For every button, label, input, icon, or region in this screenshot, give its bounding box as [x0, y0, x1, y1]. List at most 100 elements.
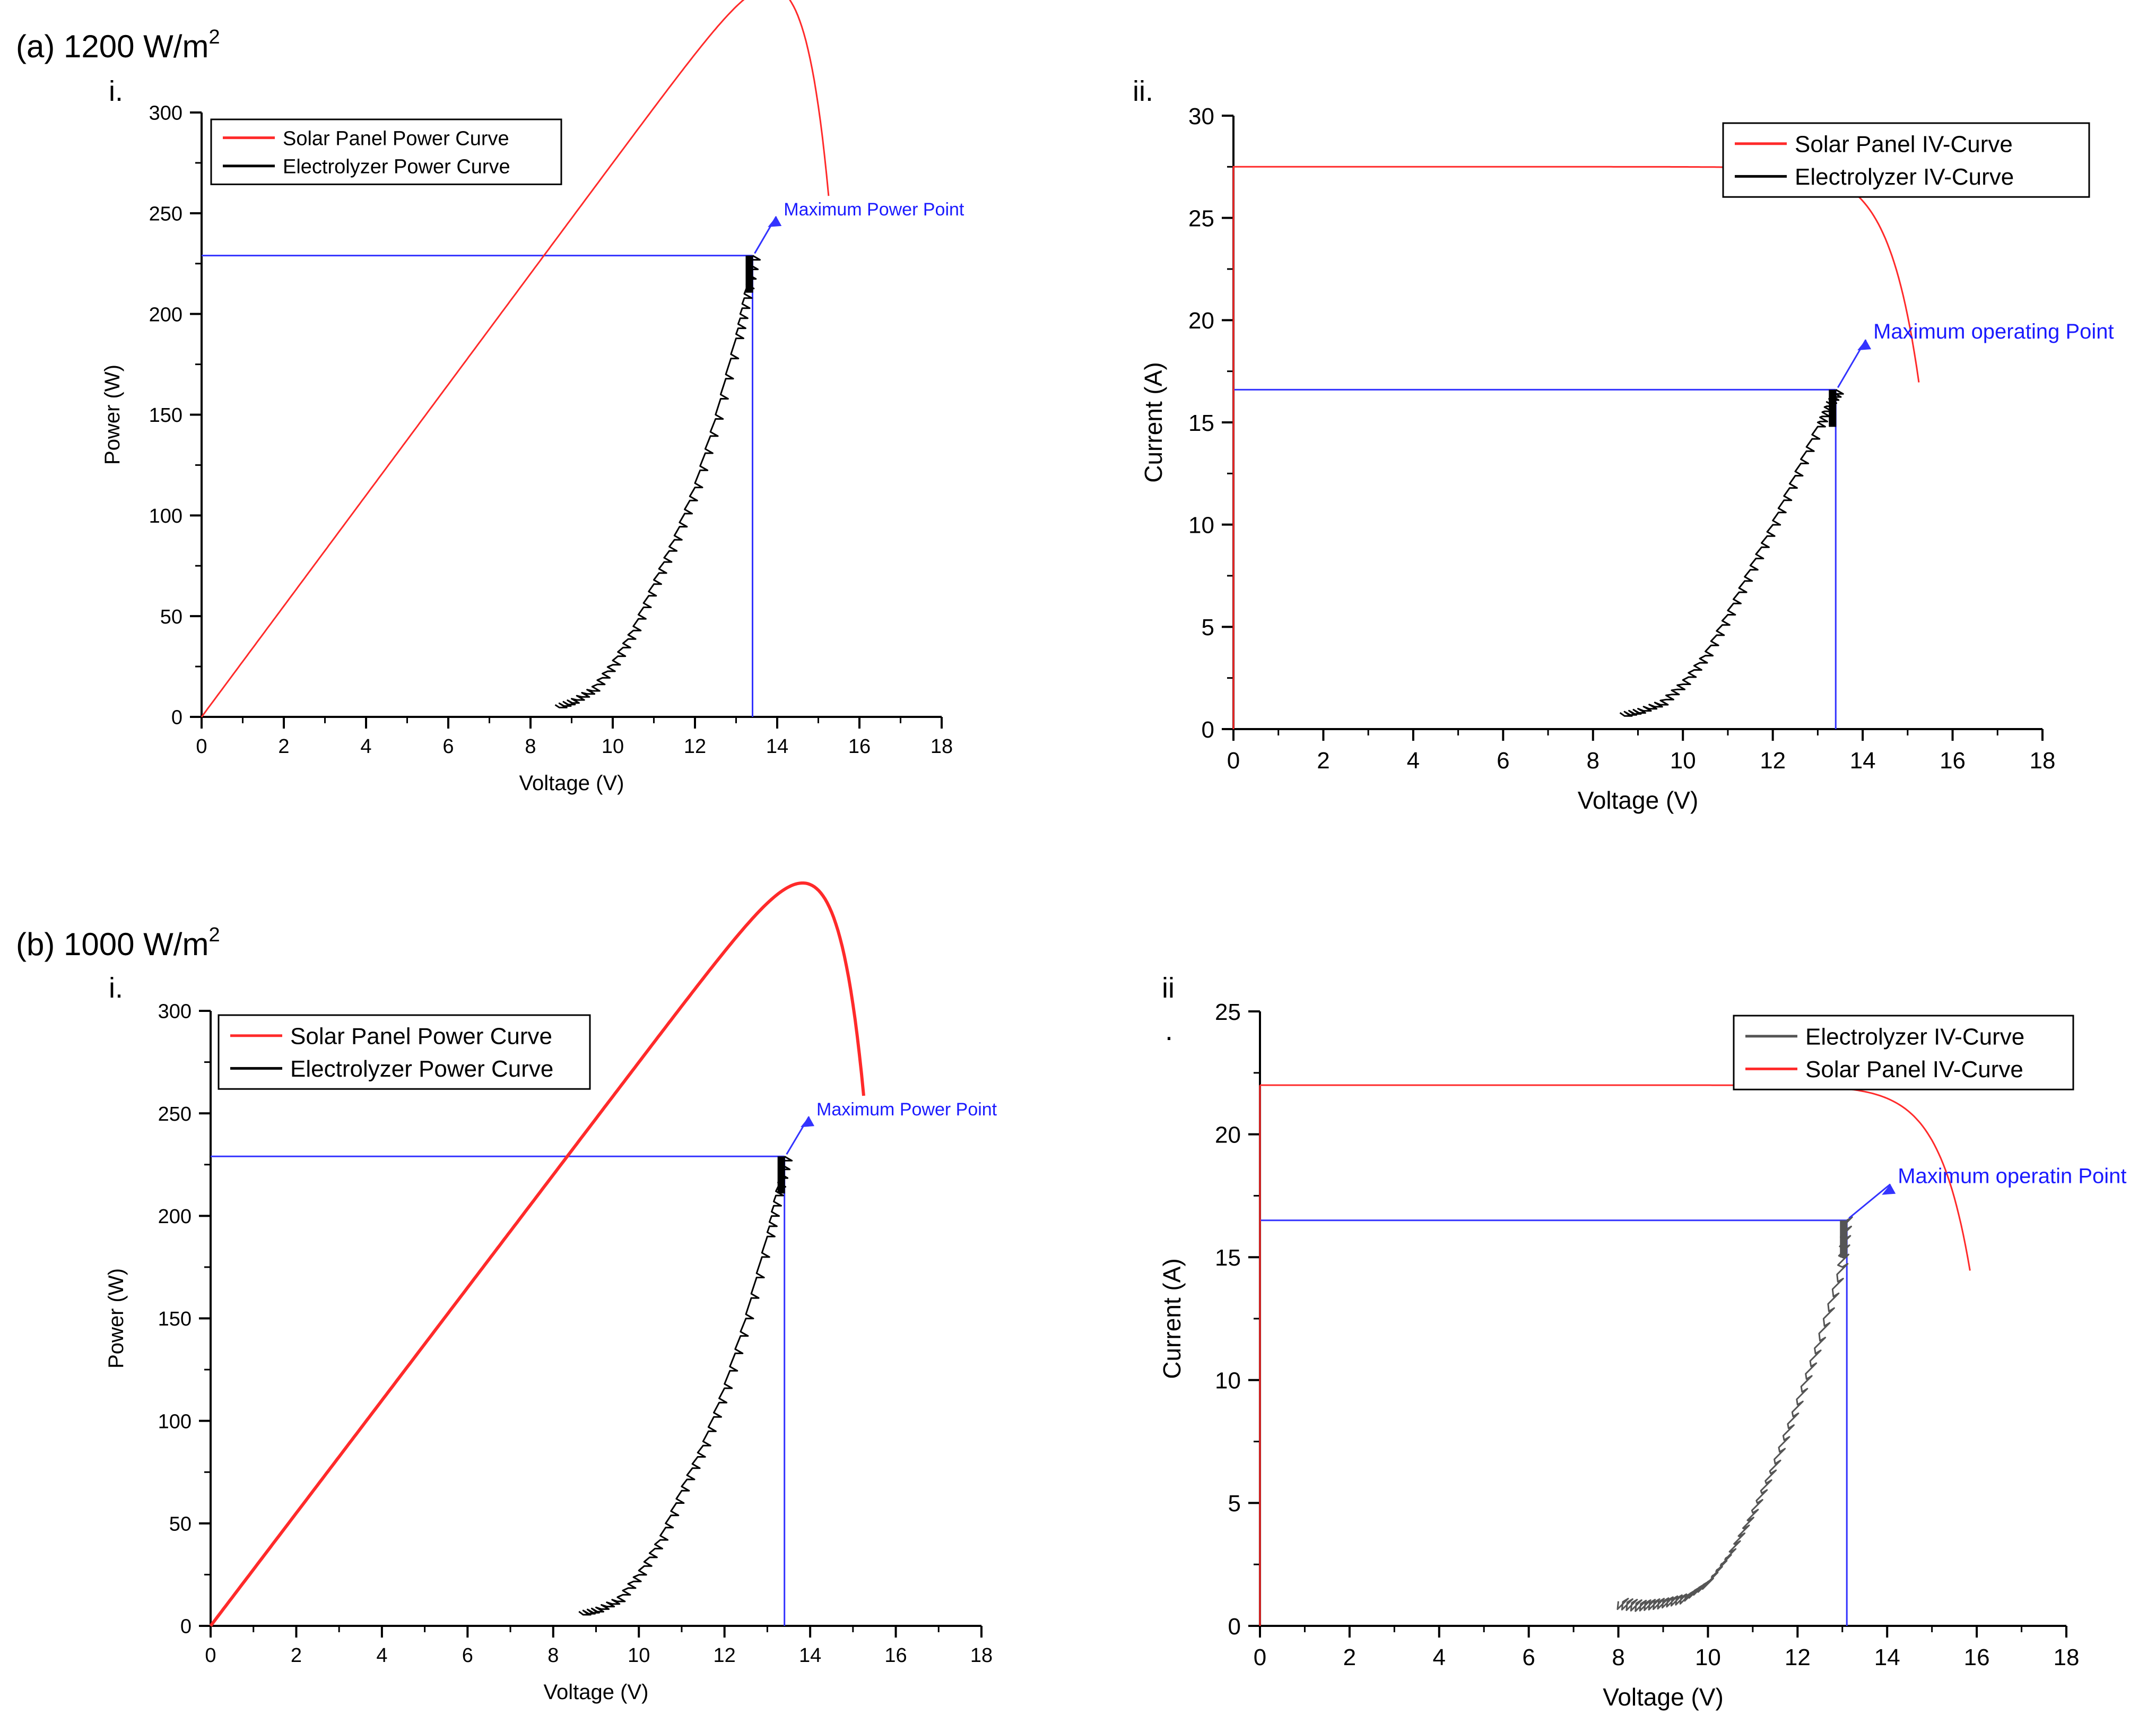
charts: i.0 2 4 6 8 10 12 14 16 18050100150200250300Volta…: [101, 0, 2127, 1711]
chart-b-ii: ii. 0 2 4 6 8 10 12 14 16 18 0 5 10 15 20 25 Voltage (V) C…: [1158, 972, 2127, 1711]
x-tick-label: 10: [1670, 748, 1696, 774]
y-tick-label: 100: [149, 505, 182, 527]
x-tick-label: 12: [1760, 748, 1786, 774]
legend-box: [1722, 122, 2090, 198]
series-solar-line: [1232, 166, 1920, 729]
y-tick-label: 200: [158, 1206, 192, 1228]
x-tick-label: 18: [970, 1644, 993, 1667]
x-tick-label: 10: [602, 735, 624, 758]
y-tick-label: 200: [149, 304, 182, 326]
x-axis-label: Voltage (V): [1603, 1683, 1724, 1711]
legend-label: Solar Panel Power Curve: [290, 1024, 552, 1050]
legend-label: Solar Panel Power Curve: [283, 127, 509, 150]
x-tick-label: 6: [462, 1644, 473, 1667]
x-tick-label: 8: [1587, 748, 1599, 774]
y-tick-label: 150: [149, 404, 182, 427]
y-tick-label: 150: [158, 1308, 192, 1330]
annotation-arrow-head: [801, 1116, 815, 1128]
annotation-arrow-head: [1882, 1184, 1896, 1195]
series-electrolyzer-line: [554, 255, 761, 708]
x-tick-label: 16: [884, 1644, 907, 1667]
y-tick-label: 250: [158, 1103, 192, 1125]
y-tick-label: 20: [1188, 308, 1214, 334]
annotation-arrow-head: [1857, 340, 1872, 351]
x-tick-label: 2: [291, 1644, 302, 1667]
legend-label: Electrolyzer Power Curve: [283, 155, 510, 178]
annotation-arrow-line: [1848, 1183, 1891, 1219]
x-tick-label: 6: [442, 735, 454, 758]
legend-label: Solar Panel IV-Curve: [1795, 132, 2013, 158]
x-tick-label: 16: [848, 735, 871, 758]
x-tick-label: 18: [2030, 748, 2056, 774]
x-tick-label: 8: [525, 735, 536, 758]
y-tick-label: 25: [1215, 999, 1241, 1025]
y-tick-label: 5: [1202, 614, 1214, 640]
y-tick-label: 15: [1215, 1245, 1241, 1271]
x-tick-label: 14: [799, 1644, 821, 1667]
x-tick-label: 0: [1227, 748, 1240, 774]
annotation-label: Maximum operatin Point: [1898, 1165, 2126, 1188]
x-tick-label: 6: [1497, 748, 1509, 774]
x-tick-label: 14: [766, 735, 788, 758]
x-tick-label: 18: [2054, 1644, 2080, 1670]
panel-label: ii: [1162, 972, 1175, 1004]
y-tick-label: 0: [180, 1616, 192, 1638]
legend-box: [210, 118, 562, 185]
y-tick-label: 25: [1188, 206, 1214, 232]
y-tick-label: 5: [1228, 1491, 1241, 1517]
annotation-label: Maximum Power Point: [816, 1099, 997, 1120]
y-tick-label: 0: [1202, 717, 1214, 743]
series-solar-line: [1259, 1084, 1971, 1626]
x-axis-label: Voltage (V): [544, 1681, 649, 1704]
series-electrolyzer-line: [1619, 388, 1844, 717]
x-tick-label: 16: [1964, 1644, 1990, 1670]
panel-label: ii.: [1133, 75, 1153, 107]
x-tick-label: 2: [278, 735, 289, 758]
chart-a-ii: ii. 0 2 4 6 8 10 12 14 16 18 0 5 10 15 20 25 30 Voltage (V…: [1133, 75, 2114, 814]
annotation-label: Maximum operating Point: [1873, 320, 2114, 343]
x-tick-label: 4: [360, 735, 371, 758]
chart-b-i: i. 0 2 4 6 8 10 12 14 16 18 0 50 100 150 200 250 300 Volta…: [105, 881, 997, 1704]
y-tick-label: 10: [1188, 513, 1214, 539]
annotation-label: Maximum Power Point: [784, 200, 964, 220]
x-tick-label: 6: [1522, 1644, 1535, 1670]
x-tick-label: 2: [1343, 1644, 1356, 1670]
legend-box: [1733, 1015, 2074, 1090]
x-tick-label: 0: [196, 735, 207, 758]
y-tick-label: 20: [1215, 1122, 1241, 1148]
x-tick-label: 10: [628, 1644, 650, 1667]
section-a-label: (a) 1200 W/m2: [16, 26, 220, 64]
chart-a-i: i. 0 2 4 6 8 10 12 14 16 18 0 50 100 150 200 250 300 Volta…: [101, 0, 964, 795]
x-tick-label: 4: [1407, 748, 1420, 774]
y-tick-label: 300: [158, 1001, 192, 1023]
panel-label: i.: [109, 75, 123, 107]
x-tick-label: 12: [714, 1644, 736, 1667]
legend-label: Electrolyzer Power Curve: [290, 1056, 553, 1082]
y-tick-label: 250: [149, 203, 182, 226]
x-tick-label: 14: [1874, 1644, 1900, 1670]
y-tick-label: 30: [1188, 103, 1214, 129]
y-axis-label: Current (A): [1140, 362, 1167, 482]
legend-label: Electrolyzer IV-Curve: [1795, 164, 2014, 190]
x-tick-label: 2: [1317, 748, 1329, 774]
x-tick-label: 0: [205, 1644, 216, 1667]
x-tick-label: 10: [1695, 1644, 1721, 1670]
series-electrolyzer-line: [578, 1155, 793, 1616]
x-tick-label: 8: [547, 1644, 559, 1667]
y-tick-label: 300: [149, 102, 182, 125]
y-tick-label: 50: [169, 1513, 192, 1536]
y-axis-label: Current (A): [1158, 1258, 1186, 1379]
y-tick-label: 100: [158, 1410, 192, 1433]
x-tick-label: 18: [931, 735, 953, 758]
x-tick-label: 0: [1254, 1644, 1266, 1670]
x-tick-label: 8: [1612, 1644, 1624, 1670]
section-b-label: (b) 1000 W/m2: [16, 924, 220, 962]
y-tick-label: 10: [1215, 1368, 1241, 1394]
x-axis-label: Voltage (V): [1578, 786, 1699, 814]
series-solar-line: [209, 881, 865, 1627]
x-tick-label: 16: [1940, 748, 1966, 774]
x-tick-label: 12: [684, 735, 706, 758]
y-axis-label: Power (W): [101, 365, 124, 465]
legend-box: [218, 1014, 591, 1090]
